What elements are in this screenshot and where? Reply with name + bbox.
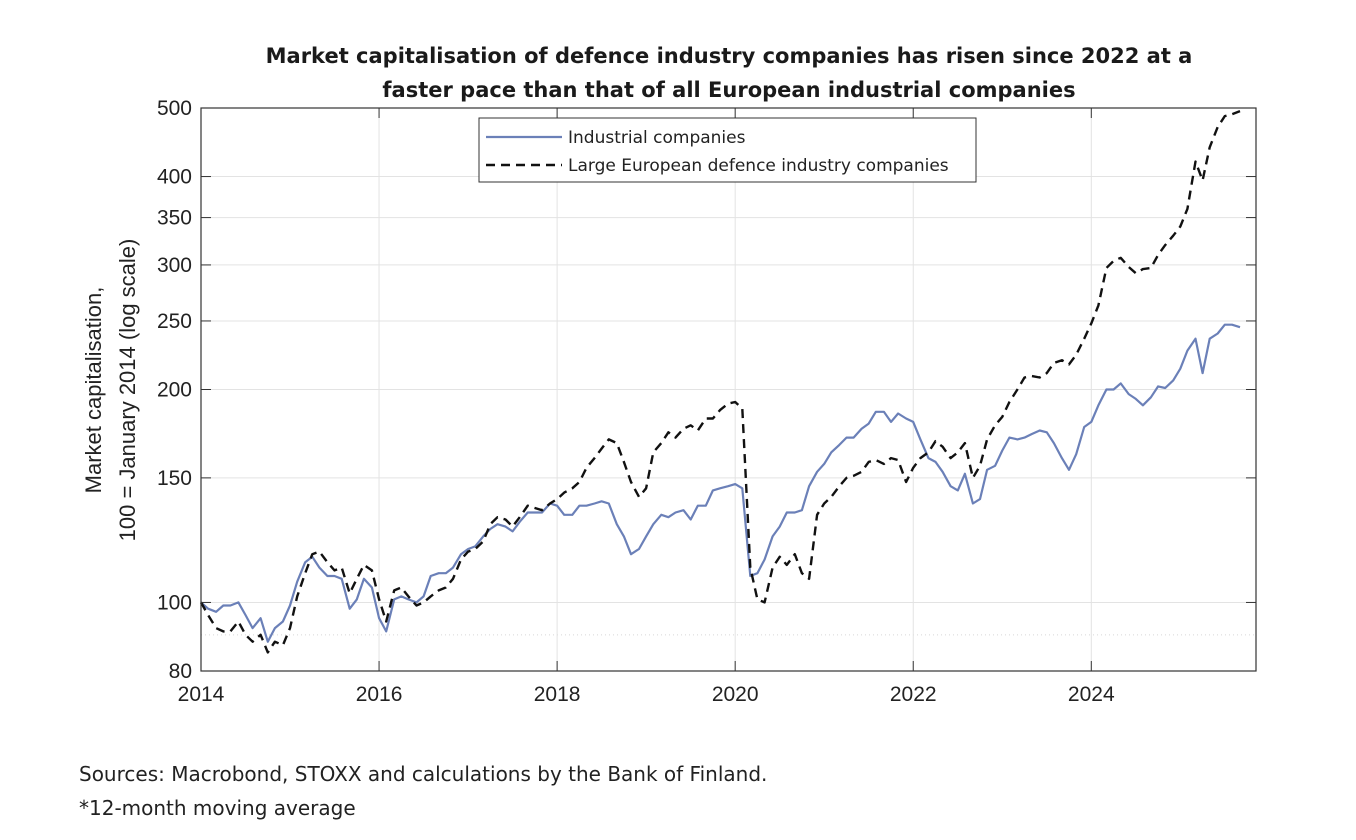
y-tick-label-250: 250 bbox=[157, 310, 192, 333]
legend-label-defence: Large European defence industry companie… bbox=[568, 156, 949, 176]
x-tick-label-2018: 2018 bbox=[534, 683, 581, 706]
chart-title: Market capitalisation of defence industr… bbox=[266, 44, 1193, 102]
legend-box bbox=[478, 117, 977, 183]
x-tick-label-2014: 2014 bbox=[178, 683, 225, 706]
series-lines bbox=[199, 109, 1241, 654]
y-tick-label-150: 150 bbox=[157, 467, 192, 490]
y-axis-label-line-1: Market capitalisation, bbox=[81, 287, 106, 494]
y-tick-label-400: 400 bbox=[157, 166, 192, 189]
y-axis-label: Market capitalisation, 100 = January 201… bbox=[81, 239, 140, 542]
chart-title-line-1: Market capitalisation of defence industr… bbox=[266, 44, 1193, 68]
x-tick-label-2022: 2022 bbox=[890, 683, 937, 706]
y-tick-label-500: 500 bbox=[157, 97, 192, 120]
chart-title-line-2: faster pace than that of all European in… bbox=[382, 78, 1075, 102]
y-axis-label-line-2: 100 = January 2014 (log scale) bbox=[115, 239, 140, 542]
x-tick-label-2024: 2024 bbox=[1068, 683, 1115, 706]
y-tick-label-200: 200 bbox=[157, 379, 192, 402]
x-tick-label-2020: 2020 bbox=[712, 683, 759, 706]
y-tick-label-100: 100 bbox=[157, 591, 192, 614]
x-tick-label-2016: 2016 bbox=[356, 683, 403, 706]
series-line-defence-companies bbox=[199, 109, 1241, 654]
series-line-industrial-companies bbox=[200, 323, 1241, 643]
footnote: *12-month moving average bbox=[79, 796, 356, 820]
y-tick-label-300: 300 bbox=[157, 254, 192, 277]
y-axis-ticks: 80 100 150 200 250 300 350 400 500 bbox=[157, 97, 1256, 683]
y-tick-label-350: 350 bbox=[157, 207, 192, 230]
legend: Industrial companies Large European defe… bbox=[478, 117, 977, 183]
source-note: Sources: Macrobond, STOXX and calculatio… bbox=[79, 762, 768, 786]
y-tick-label-80: 80 bbox=[169, 660, 192, 683]
grid bbox=[200, 107, 1256, 672]
legend-label-industrial: Industrial companies bbox=[568, 128, 746, 148]
x-axis-ticks: 2014 2016 2018 2020 2022 2024 bbox=[178, 108, 1115, 706]
